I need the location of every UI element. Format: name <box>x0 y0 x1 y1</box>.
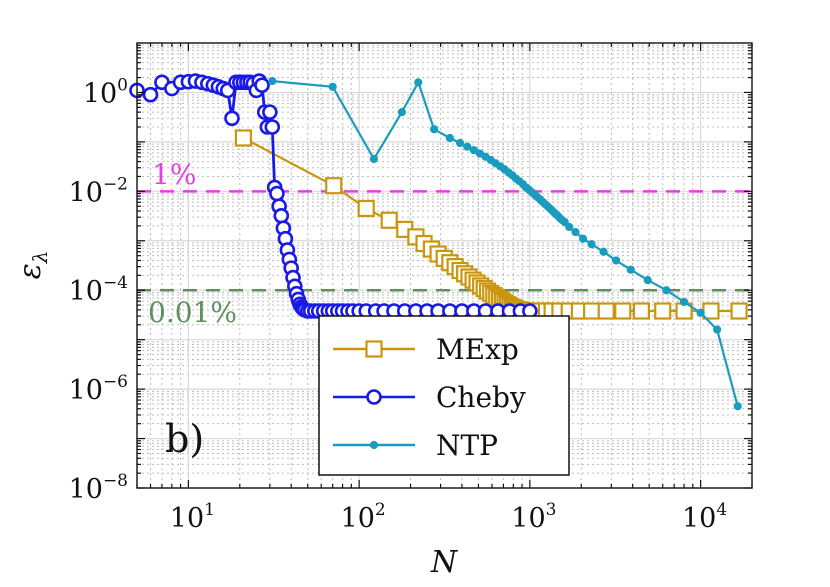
series-layer <box>129 73 748 411</box>
data-point-mexp <box>632 302 650 320</box>
data-point-mexp <box>357 199 375 218</box>
data-point-ntp <box>612 256 621 265</box>
data-point-ntp <box>397 108 406 117</box>
tick-label-base: 10 <box>511 503 545 534</box>
legend-box <box>318 315 570 476</box>
data-point-ntp <box>599 247 608 256</box>
legend-marker-ntp <box>369 440 379 450</box>
legend-label-cheby: Cheby <box>436 381 526 414</box>
data-point-ntp <box>430 125 439 134</box>
data-point-mexp <box>654 302 672 320</box>
tick-label: 104 <box>682 500 727 534</box>
tick-label-exponent: −8 <box>103 471 128 491</box>
tick-label-exponent: 3 <box>546 500 557 520</box>
legend-label-mexp: MExp <box>436 333 519 366</box>
tick-label-base: 10 <box>83 78 117 109</box>
data-point-ntp <box>445 133 454 143</box>
ref-label-0-01-percent: 0.01% <box>148 296 237 329</box>
data-point-ntp <box>662 286 671 295</box>
data-point-ntp <box>626 265 635 274</box>
data-point-ntp <box>578 234 588 243</box>
tick-label: 102 <box>341 500 386 534</box>
data-point-ntp <box>469 146 478 155</box>
data-point-cheby <box>224 110 240 127</box>
tick-label: 100 <box>83 75 128 109</box>
data-point-ntp <box>696 308 705 317</box>
tick-label: 101 <box>170 500 215 534</box>
legend: MExp Cheby NTP <box>318 315 570 476</box>
data-point-mexp <box>730 302 748 320</box>
tick-label: 10−4 <box>69 273 128 307</box>
data-point-ntp <box>414 78 423 87</box>
tick-label-base: 10 <box>69 474 103 505</box>
data-point-mexp <box>614 302 632 320</box>
data-point-mexp <box>702 302 720 320</box>
reference-lines <box>137 190 752 292</box>
series-cheby <box>129 73 538 319</box>
svg-text:ελ: ελ <box>13 251 52 280</box>
data-point-ntp <box>679 297 689 307</box>
x-tick-labels: 101 102 103 104 <box>170 500 727 534</box>
legend-label-ntp: NTP <box>436 429 498 462</box>
data-point-cheby <box>262 104 278 120</box>
ref-label-1-percent: 1% <box>152 158 196 191</box>
data-point-ntp <box>328 82 337 91</box>
tick-label: 10−2 <box>69 174 128 208</box>
data-point-mexp <box>583 302 601 320</box>
tick-label: 10−8 <box>69 471 128 505</box>
data-point-ntp <box>463 142 472 151</box>
legend-item-cheby: Cheby <box>333 381 526 414</box>
data-point-ntp <box>369 154 378 164</box>
tick-label-base: 10 <box>69 177 103 208</box>
legend-item-ntp: NTP <box>333 429 498 462</box>
tick-label-base: 10 <box>69 375 103 406</box>
y-axis-label-main: ε <box>13 263 48 279</box>
plot-frame <box>136 42 753 489</box>
data-point-ntp <box>571 227 580 237</box>
data-point-cheby <box>254 77 270 94</box>
tick-label-exponent: 2 <box>375 500 386 520</box>
data-point-cheby <box>269 185 285 202</box>
data-point-ntp <box>565 222 574 232</box>
data-point-cheby <box>264 119 281 135</box>
data-point-mexp <box>597 302 615 320</box>
tick-label-exponent: −2 <box>103 174 128 194</box>
data-point-ntp <box>560 217 569 227</box>
tick-label-base: 10 <box>682 503 716 534</box>
axis-frame <box>136 42 753 489</box>
legend-item-mexp: MExp <box>333 333 519 366</box>
data-point-ntp <box>713 325 722 334</box>
y-axis-label: ελ <box>13 251 52 280</box>
tick-label: 10−6 <box>69 372 128 406</box>
tick-label-exponent: 0 <box>117 75 128 95</box>
tick-label-exponent: −4 <box>103 273 128 293</box>
data-point-ntp <box>587 240 596 249</box>
panel-label: b) <box>165 417 204 461</box>
data-point-mexp <box>325 177 343 195</box>
data-point-cheby <box>273 208 290 224</box>
data-point-ntp <box>643 276 652 285</box>
tick-label: 103 <box>511 500 556 534</box>
data-point-mexp <box>380 211 398 229</box>
x-axis-label: N <box>430 545 459 580</box>
legend-marker-cheby <box>366 389 382 405</box>
tick-label-exponent: −6 <box>103 372 128 392</box>
data-point-mexp <box>234 129 253 147</box>
tick-label-base: 10 <box>170 503 204 534</box>
data-point-ntp <box>455 138 465 148</box>
tick-label-base: 10 <box>341 503 375 534</box>
tick-label-base: 10 <box>69 276 103 307</box>
data-point-cheby <box>142 86 159 103</box>
data-point-ntp <box>268 76 277 86</box>
y-axis-label-sub: λ <box>28 251 52 265</box>
data-point-ntp <box>733 402 742 411</box>
legend-marker-mexp <box>365 340 383 358</box>
tick-label-exponent: 4 <box>716 500 727 520</box>
series-ntp <box>268 76 742 411</box>
tick-label-exponent: 1 <box>204 500 215 520</box>
